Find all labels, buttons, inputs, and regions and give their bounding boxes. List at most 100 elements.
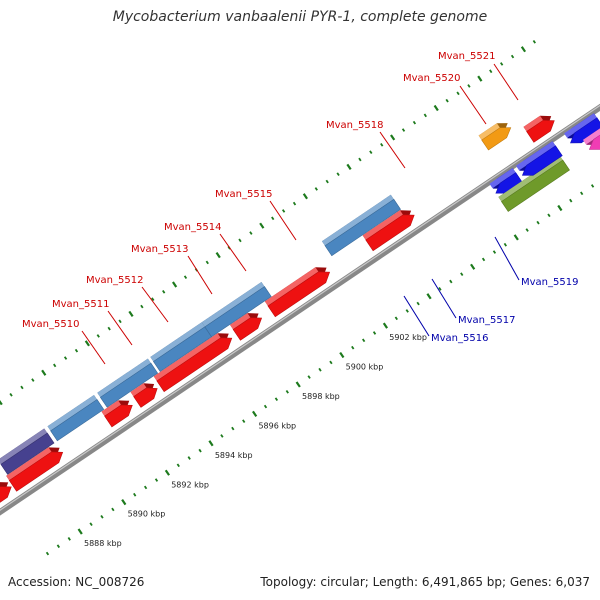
gene-label: Mvan_5518 (326, 120, 383, 131)
gene-arrow-red (153, 333, 233, 393)
lower-tick-mark (56, 544, 61, 549)
gene-arrow-red (0, 482, 12, 503)
upper-tick-mark (259, 222, 265, 229)
upper-tick-mark (31, 378, 35, 382)
upper-tick-mark (467, 84, 471, 88)
upper-tick-mark (183, 275, 188, 279)
label-leader-line (459, 85, 487, 125)
gene-arrow-blue (515, 141, 563, 176)
gene-arrow-red (6, 447, 64, 492)
upper-tick-mark (128, 310, 134, 318)
gene-box-steelblue-body (324, 198, 401, 257)
lower-tick-mark (361, 338, 366, 343)
gene-arrow-orange (478, 123, 512, 151)
gene-labels: 5888 kbp 5890 kbp 5892 kbp 5894 kbp 5896 kbp… (22, 51, 578, 548)
upper-tick-mark (162, 290, 166, 294)
lower-tick-mark (382, 322, 389, 329)
upper-tick-mark (532, 40, 536, 44)
lower-tick-mark (394, 316, 398, 321)
lower-tick-mark (154, 478, 159, 482)
lower-tick-mark (580, 191, 584, 196)
kbp-label: 5888 kbp (84, 539, 122, 548)
upper-tick-mark (215, 251, 221, 259)
label-leader-line (493, 63, 519, 101)
lower-tick-mark (176, 463, 180, 468)
lower-tick-mark (164, 469, 170, 476)
upper-tick-mark (292, 201, 297, 206)
lower-tick-mark (208, 440, 214, 447)
gene-arrow-red (130, 383, 158, 408)
gene-label: Mvan_5516 (431, 333, 488, 344)
upper-tick-mark (107, 326, 111, 331)
lower-tick-mark (351, 345, 355, 350)
lower-tick-mark (231, 426, 235, 431)
lower-tick-mark (111, 507, 115, 512)
upper-tick-mark (423, 113, 427, 118)
lower-tick-mark (492, 250, 497, 254)
lower-tick-mark (405, 309, 409, 313)
upper-tick-mark (520, 46, 527, 53)
lower-tick-mark (242, 419, 246, 424)
lower-tick-mark (416, 301, 420, 306)
gene-arrow-red-top (101, 400, 122, 417)
gene-arrow-red-top (230, 313, 251, 330)
lower-tick-mark (426, 293, 432, 300)
lower-tick-mark (318, 367, 322, 372)
gene-arrow-red-body (104, 404, 133, 428)
gene-arrow-red-top (153, 333, 221, 381)
lower-tick-mark (525, 228, 529, 232)
upper-tick-mark (205, 260, 209, 265)
gene-arrow-magenta-body (588, 134, 600, 150)
gene-box-steelblue-top (97, 358, 151, 398)
upper-tick-mark (74, 348, 79, 353)
label-leader-line (269, 200, 297, 241)
gene-arrow-red-top (523, 115, 544, 132)
gene-arrow-red-top (130, 383, 147, 397)
label-leader-line (379, 131, 406, 169)
upper-tick-mark (489, 69, 493, 74)
upper-tick-mark (380, 142, 384, 147)
gene-label: Mvan_5514 (164, 222, 221, 233)
gene-box-steelblue-body (204, 286, 272, 338)
lower-tick-mark (569, 198, 573, 203)
upper-tick-mark (238, 238, 242, 243)
lower-tick-mark (77, 528, 83, 535)
lower-tick-mark (449, 279, 453, 284)
kbp-label: 5900 kbp (346, 363, 384, 372)
gene-arrow-red-top (6, 447, 52, 481)
gene-arrow-blue-top (564, 113, 597, 138)
gene-arrow-red-body (133, 387, 158, 408)
gene-arrow-magenta (582, 128, 600, 150)
kbp-label: 5890 kbp (128, 510, 166, 519)
upper-tick-mark (151, 297, 155, 302)
lower-tick-mark (513, 234, 519, 241)
upper-tick-mark (281, 209, 286, 213)
upper-tick-mark (84, 340, 90, 347)
lower-tick-mark (143, 485, 148, 490)
upper-tick-mark (358, 157, 362, 162)
gene-arrow-red (101, 400, 133, 428)
lower-tick-mark (295, 381, 301, 388)
upper-tick-mark (325, 179, 329, 184)
lower-tick-mark (557, 204, 563, 212)
lower-tick-mark (45, 551, 50, 556)
lower-tick-mark (372, 331, 377, 335)
upper-tick-mark (0, 399, 3, 406)
kbp-label: 5902 kbp (389, 333, 427, 342)
lower-tick-mark (100, 514, 104, 519)
lower-tick-mark (121, 499, 127, 506)
gene-box-steelblue-top (321, 194, 394, 246)
gene-box-indigo (0, 428, 55, 475)
kbp-label: 5898 kbp (302, 392, 340, 401)
genome-summary: Topology: circular; Length: 6,491,865 bp… (260, 575, 590, 589)
lower-tick-mark (470, 263, 476, 270)
label-leader-line (81, 330, 106, 365)
upper-tick-mark (390, 134, 396, 141)
gene-arrow-red (264, 267, 331, 318)
lower-tick-mark (220, 434, 224, 438)
upper-tick-mark (500, 62, 504, 66)
gene-box-steelblue-top (201, 282, 265, 327)
gene-box-olive (498, 155, 570, 212)
kbp-label: 5892 kbp (171, 480, 209, 489)
